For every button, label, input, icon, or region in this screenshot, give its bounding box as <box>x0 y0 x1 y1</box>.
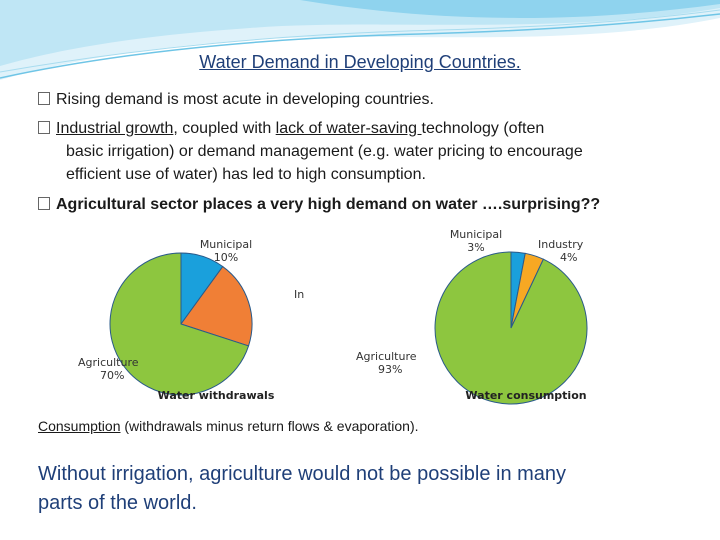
closing-line-1: Without irrigation, agriculture would no… <box>38 463 567 485</box>
slice-value-agriculture: 70% <box>100 369 124 382</box>
slice-value-municipal: 3% <box>467 241 484 254</box>
withdrawals-pie-chart: Municipal10%Industry20%Agriculture70%Wat… <box>78 238 304 402</box>
bullet-text: Rising demand is most acute in developin… <box>56 91 434 108</box>
bullet-continuation: efficient use of water) has led to high … <box>66 166 426 183</box>
bullet-rising-demand: Rising demand is most acute in developin… <box>38 88 678 111</box>
consumption-pie-panel: Municipal 3% Industry 4% Agriculture 93% Water… <box>356 226 604 406</box>
slice-label-agriculture: Agriculture <box>78 356 139 369</box>
bullet-industrial-growth: Industrial growth, coupled with lack of … <box>38 117 678 186</box>
slice-label-industry: Industry <box>538 238 584 251</box>
slice-label-municipal: Municipal <box>200 238 252 251</box>
chart-caption: Water consumption <box>465 389 586 402</box>
slide-title: Water Demand in Developing Countries. <box>199 52 521 72</box>
slice-value-municipal: 10% <box>214 251 238 264</box>
pie-slice-agriculture <box>109 252 250 396</box>
pie-slice-agriculture <box>434 251 588 405</box>
closing-line-2: parts of the world. <box>38 492 197 514</box>
header-decoration <box>0 0 720 80</box>
pie-slice-industry <box>180 265 253 347</box>
slice-label-agriculture: Agriculture <box>356 350 417 363</box>
slice-value-industry: 4% <box>560 251 577 264</box>
consumption-term: Consumption <box>38 418 121 434</box>
chart-caption: Water withdrawals <box>158 389 275 402</box>
slice-value-agriculture: 93% <box>378 363 402 376</box>
slice-label-industry: Industry <box>294 288 304 301</box>
industrial-growth-text: Industrial growth <box>56 120 174 137</box>
bullet-text: technology (often <box>421 120 545 137</box>
bullet-agricultural-sector: Agricultural sector places a very high d… <box>38 193 678 216</box>
slice-label-municipal: Municipal <box>450 228 502 241</box>
bullet-box-icon <box>38 92 50 105</box>
bullet-box-icon <box>38 197 50 210</box>
bullet-text: Agricultural sector places a very high d… <box>56 196 601 213</box>
bullet-continuation: basic irrigation) or demand management (… <box>66 143 583 160</box>
consumption-definition-text: (withdrawals minus return flows & evapor… <box>120 418 419 434</box>
bullet-box-icon <box>38 121 50 134</box>
pie-charts: Municipal10%Industry20%Agriculture70%Wat… <box>78 226 604 406</box>
withdrawals-pie-panel: Municipal10%Industry20%Agriculture70%Wat… <box>78 226 304 406</box>
bullet-text: , coupled with <box>173 120 276 137</box>
lack-water-saving-text: lack of water-saving <box>275 120 422 137</box>
closing-statement: Without irrigation, agriculture would no… <box>38 460 698 518</box>
consumption-definition: Consumption (withdrawals minus return fl… <box>38 418 419 434</box>
